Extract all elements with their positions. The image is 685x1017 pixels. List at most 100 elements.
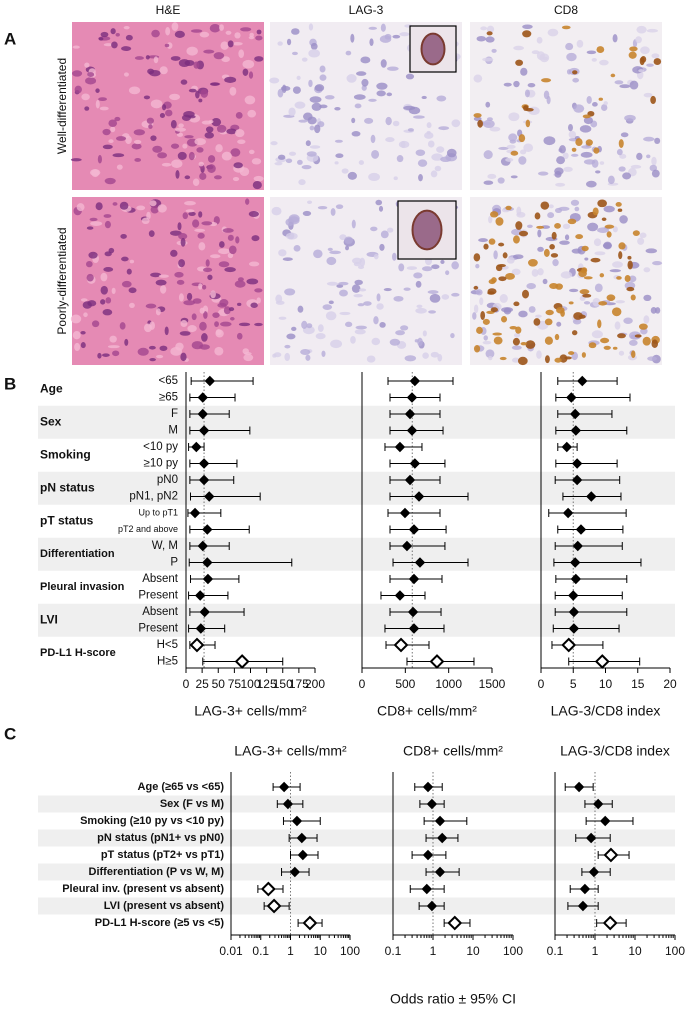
stained-cell xyxy=(617,333,626,339)
inset-cell xyxy=(411,209,443,251)
nucleus xyxy=(486,25,495,33)
point-marker xyxy=(422,781,434,793)
nucleus xyxy=(511,357,520,363)
stained-cell xyxy=(604,224,615,229)
nucleus xyxy=(559,240,570,245)
nucleus xyxy=(574,206,580,212)
nucleus xyxy=(288,107,296,117)
stained-cell xyxy=(618,242,626,250)
nucleus xyxy=(542,56,549,61)
nucleus xyxy=(622,172,632,180)
stained-cell xyxy=(581,267,588,274)
nucleus xyxy=(186,46,198,56)
point-marker xyxy=(406,392,418,403)
nucleus xyxy=(536,350,542,359)
nucleus xyxy=(310,42,318,50)
nucleus xyxy=(392,34,401,39)
x-axis-label: CD8+ cells/mm² xyxy=(377,703,477,719)
nucleus xyxy=(184,135,194,139)
nucleus xyxy=(408,106,421,115)
stained-cell xyxy=(624,275,631,283)
nucleus xyxy=(602,242,612,249)
stained-cell xyxy=(601,217,607,222)
point-marker xyxy=(189,637,205,653)
nucleus xyxy=(584,257,589,261)
nucleus xyxy=(630,164,642,169)
nucleus xyxy=(643,136,655,142)
nucleus xyxy=(398,140,410,149)
nucleus xyxy=(430,351,439,358)
nucleus xyxy=(350,336,356,344)
nucleus xyxy=(487,173,497,179)
nucleus xyxy=(591,58,597,62)
nucleus xyxy=(183,300,196,306)
stained-cell xyxy=(549,244,555,250)
nucleus xyxy=(119,201,129,210)
stained-cell xyxy=(522,30,532,38)
point-marker xyxy=(447,915,463,931)
nucleus xyxy=(116,164,123,170)
nucleus xyxy=(301,57,308,62)
nucleus xyxy=(508,112,520,122)
point-marker xyxy=(570,573,582,585)
nucleus xyxy=(309,96,322,103)
nucleus xyxy=(253,175,264,182)
nucleus xyxy=(220,41,229,50)
x-tick-label: 500 xyxy=(395,677,415,691)
nucleus xyxy=(472,312,477,320)
point-marker xyxy=(198,474,210,486)
nucleus xyxy=(652,260,663,266)
nucleus xyxy=(369,38,374,46)
row-label: PD-L1 H-score (≥5 vs <5) xyxy=(95,917,225,929)
nucleus xyxy=(418,173,423,182)
nucleus xyxy=(322,304,333,310)
nucleus xyxy=(527,224,533,229)
nucleus xyxy=(417,159,428,167)
point-marker xyxy=(197,540,208,552)
row-band xyxy=(38,897,675,915)
group-label: Sex xyxy=(40,414,62,428)
nucleus xyxy=(103,267,114,272)
nucleus xyxy=(209,24,221,33)
nucleus xyxy=(380,230,389,239)
nucleus xyxy=(537,229,542,238)
stained-cell xyxy=(606,231,612,238)
nucleus xyxy=(237,302,242,307)
nucleus xyxy=(131,143,142,150)
nucleus xyxy=(436,95,447,102)
group-label: pN status xyxy=(40,480,95,494)
nucleus xyxy=(636,152,643,161)
nucleus xyxy=(219,24,224,31)
nucleus xyxy=(165,109,173,117)
point-marker xyxy=(204,375,216,387)
nucleus xyxy=(171,159,183,168)
nucleus xyxy=(526,282,536,290)
category-label: W, M xyxy=(152,540,178,552)
nucleus xyxy=(254,56,264,62)
nucleus xyxy=(536,36,543,44)
nucleus xyxy=(427,140,435,148)
nucleus xyxy=(164,326,169,336)
nucleus xyxy=(497,177,505,184)
nucleus xyxy=(351,219,356,229)
nucleus xyxy=(182,143,188,149)
nucleus xyxy=(216,124,227,133)
nucleus xyxy=(523,143,534,152)
point-marker xyxy=(561,637,577,653)
nucleus xyxy=(150,99,163,109)
nucleus xyxy=(205,259,210,267)
stained-cell xyxy=(556,306,565,314)
nucleus xyxy=(70,314,82,324)
point-marker xyxy=(586,491,597,502)
nucleus xyxy=(556,321,562,327)
nucleus xyxy=(99,106,109,111)
nucleus xyxy=(535,314,542,318)
nucleus xyxy=(416,304,423,308)
stained-cell xyxy=(528,259,538,267)
nucleus xyxy=(230,148,241,157)
nucleus xyxy=(591,159,599,168)
nucleus xyxy=(143,95,151,100)
nucleus xyxy=(218,261,230,268)
nucleus xyxy=(277,154,286,160)
stained-cell xyxy=(513,301,520,307)
